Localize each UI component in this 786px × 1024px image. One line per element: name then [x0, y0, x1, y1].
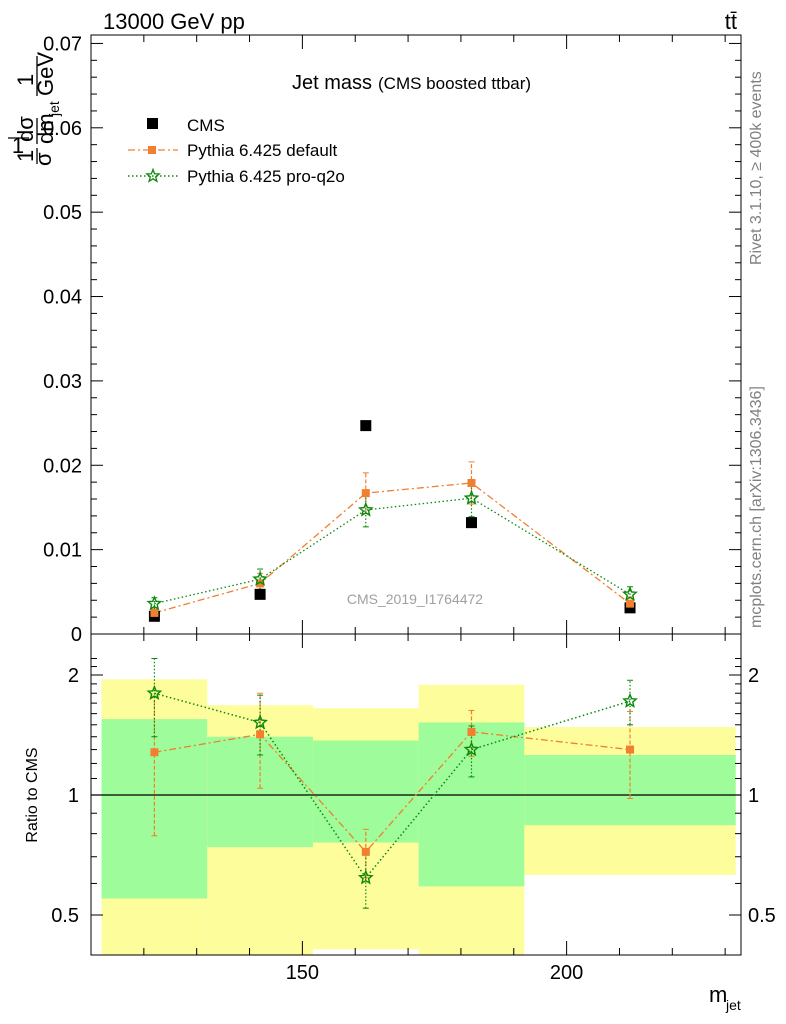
ratio-ticks	[90, 634, 741, 955]
band-inner	[312, 740, 419, 843]
default-point	[467, 478, 476, 487]
y-tick-label: 0.02	[43, 455, 82, 477]
watermark: CMS_2019_I1764472	[347, 591, 483, 607]
proq2o-point	[463, 489, 480, 505]
band-inner	[207, 736, 313, 848]
legend-cms-marker	[147, 118, 158, 129]
ratio-y-label: Ratio to CMS	[24, 747, 41, 842]
default-point	[626, 599, 635, 608]
x-tick-label: 150	[286, 962, 319, 984]
ratio-proq2o-point	[252, 714, 269, 730]
title: Jet mass	[292, 72, 372, 94]
cms-point	[254, 588, 266, 600]
y-tick-label: 0.04	[43, 287, 82, 309]
ratio-series	[146, 657, 638, 909]
ratio-default-point	[626, 745, 635, 754]
y-tick-label: 0.03	[43, 371, 82, 393]
ratio-default-point	[256, 730, 265, 739]
y-tick-label: 0	[71, 624, 82, 646]
legend-default-marker	[148, 146, 156, 154]
default-point	[256, 579, 265, 588]
default-point	[150, 608, 159, 617]
rivet-label: Rivet 3.1.10, ≥ 400k events	[748, 71, 765, 265]
cms-point	[360, 420, 372, 432]
ratio-bands	[101, 679, 736, 955]
proq2o-point	[357, 501, 374, 517]
main-y-label: 1	[8, 133, 29, 158]
ratio-panel: 0.5 0.5 1 1 2 2 150 200 Ratio to CMS m jet	[24, 633, 776, 1013]
y-tick-label: 0.01	[43, 540, 82, 562]
proq2o-point	[146, 595, 163, 611]
main-panel: 0 0.01 0.02 0.03 0.04 0.05 0.06 0.07 CMS_2019_I…	[43, 33, 742, 646]
cms-point	[624, 602, 636, 614]
proq2o-point	[622, 585, 638, 602]
ratio-y-tick-label: 2	[68, 665, 79, 687]
legend-proq2o-marker	[145, 167, 161, 183]
header-left: 13000 GeV pp	[103, 9, 245, 34]
y-tick-label: 0.07	[43, 33, 82, 55]
legend-cms-label: CMS	[187, 116, 225, 135]
ratio-default-point	[150, 748, 159, 757]
header-right: tt̄	[725, 9, 737, 34]
main-y-tick-labels: 0 0.01 0.02 0.03 0.04 0.05 0.06 0.07	[43, 33, 82, 646]
x-axis-label: m jet	[709, 982, 741, 1013]
y-tick-label: 0.05	[43, 202, 82, 224]
default-point	[361, 489, 370, 498]
svg-text:jet: jet	[725, 997, 741, 1013]
plot-title: Jet mass (CMS boosted ttbar)	[292, 72, 531, 94]
ratio-proq2o-point	[622, 692, 638, 708]
x-tick-labels: 150 200	[286, 962, 584, 984]
mcplots-label: mcplots.cern.ch [arXiv:1306.3436]	[748, 386, 765, 628]
subtitle: (CMS boosted ttbar)	[378, 74, 531, 93]
svg-text:σ: σ	[31, 152, 56, 166]
ratio-y-tick-label-right: 2	[748, 665, 759, 687]
cms-point	[465, 517, 477, 529]
svg-text:jet: jet	[46, 101, 62, 117]
default-line	[154, 482, 631, 614]
ratio-y-tick-label-right: 0.5	[748, 905, 776, 927]
svg-text:1: 1	[12, 133, 24, 158]
ratio-proq2o-point	[146, 684, 163, 700]
ratio-y-tick-label: 0.5	[51, 905, 79, 927]
svg-text:GeV: GeV	[33, 52, 58, 96]
svg-text:m: m	[709, 982, 727, 1007]
ratio-proq2o-point	[463, 741, 480, 757]
ratio-default-point	[467, 727, 476, 736]
ratio-y-tick-label-right: 1	[748, 785, 759, 807]
legend-default-label: Pythia 6.425 default	[187, 141, 338, 160]
legend: CMS Pythia 6.425 default Pythia 6.425 pr…	[128, 116, 345, 186]
x-tick-label: 200	[550, 962, 583, 984]
ratio-y-tick-labels: 0.5 0.5 1 1 2 2	[51, 665, 776, 927]
ratio-proq2o-point	[357, 869, 374, 885]
legend-proq2o-label: Pythia 6.425 pro-q2o	[187, 167, 345, 186]
svg-text:dm: dm	[33, 113, 58, 144]
proq2o-point	[252, 570, 269, 586]
ratio-proq2o-line	[154, 692, 631, 880]
svg-text:1: 1	[13, 150, 38, 162]
ratio-y-tick-label: 1	[68, 785, 79, 807]
proq2o-line	[154, 497, 631, 605]
y-tick-label: 0.06	[43, 118, 82, 140]
main-series	[146, 420, 638, 622]
svg-text:dσ: dσ	[13, 116, 38, 142]
main-y-label-rot: 1 σ dσ dm jet 1 GeV	[13, 52, 62, 166]
ratio-default-point	[361, 847, 370, 856]
svg-text:1: 1	[13, 74, 38, 86]
